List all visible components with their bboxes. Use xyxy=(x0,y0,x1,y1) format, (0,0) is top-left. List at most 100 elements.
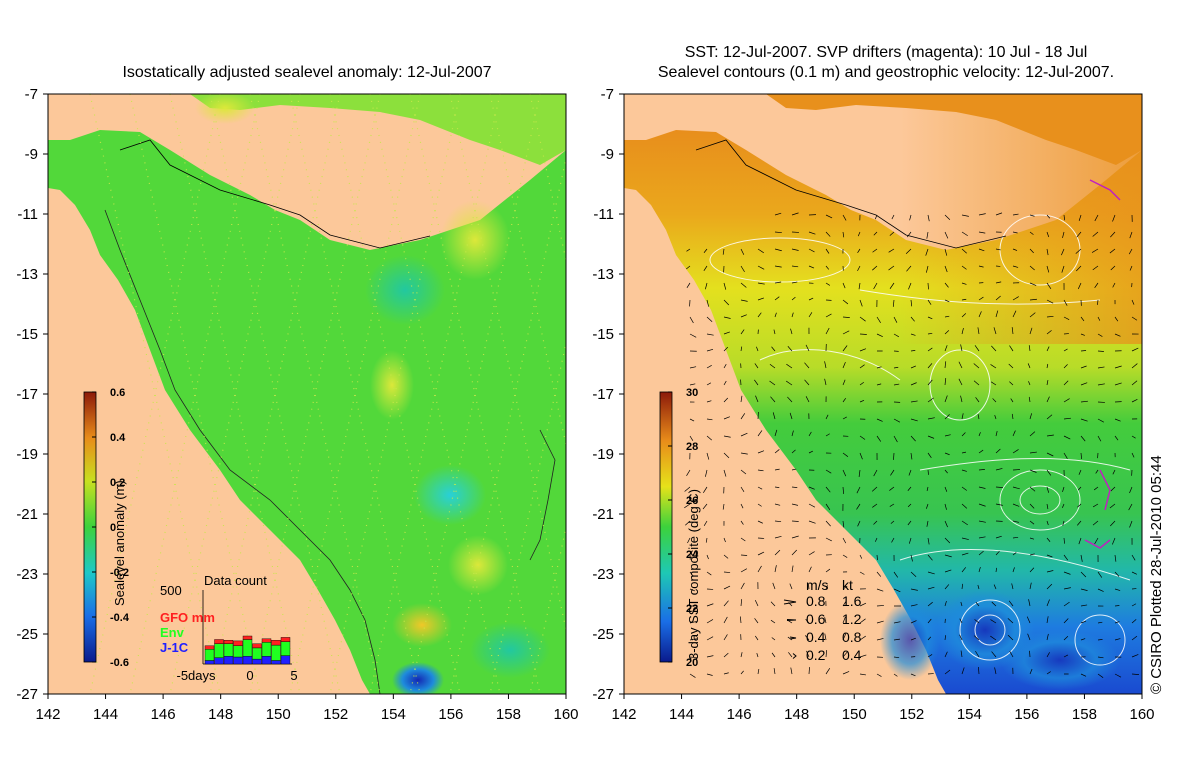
velocity-arrow xyxy=(1097,383,1105,386)
colorbar-tick-label: 0.4 xyxy=(110,432,126,444)
velocity-arrow xyxy=(824,378,827,386)
velocity-arrow xyxy=(706,673,713,676)
velocity-arrow xyxy=(961,248,967,254)
velocity-arrow xyxy=(857,231,861,237)
velocity-arrow xyxy=(787,396,793,403)
velocity-arrow xyxy=(876,571,882,577)
velocity-arrow xyxy=(740,346,743,352)
velocity-arrow xyxy=(890,469,895,476)
sst-cool-eddy xyxy=(1000,630,1120,690)
velocity-arrow xyxy=(687,537,691,544)
velocity-arrow xyxy=(1112,469,1116,475)
velocity-arrow xyxy=(859,348,867,352)
ground-track xyxy=(369,94,501,694)
velocity-arrow xyxy=(990,635,997,641)
lat-tick-label: -7 xyxy=(601,86,614,103)
velocity-arrow xyxy=(757,565,762,573)
velocity-legend-kt: 1.2 xyxy=(842,611,862,627)
velocity-arrow xyxy=(1114,673,1122,678)
velocity-arrow xyxy=(842,486,844,494)
data-count-max: 500 xyxy=(160,583,182,598)
velocity-arrow xyxy=(973,635,980,641)
velocity-arrow xyxy=(876,605,884,607)
right-map-title-line1: SST: 12-Jul-2007. SVP drifters (magenta)… xyxy=(684,44,1088,61)
velocity-arrow xyxy=(684,486,691,492)
velocity-arrow xyxy=(906,265,912,272)
velocity-arrow xyxy=(723,452,730,459)
velocity-arrow xyxy=(723,346,729,352)
velocity-arrow xyxy=(1046,520,1049,526)
velocity-arrow xyxy=(990,619,997,624)
velocity-arrow xyxy=(1129,265,1133,271)
lon-tick-label: 152 xyxy=(323,706,348,723)
velocity-arrow xyxy=(910,365,917,369)
velocity-arrow xyxy=(1046,671,1051,675)
velocity-arrow xyxy=(1029,282,1037,286)
velocity-arrow xyxy=(1077,520,1082,526)
velocity-arrow xyxy=(944,378,947,386)
velocity-arrow xyxy=(893,656,900,659)
velocity-arrow xyxy=(791,565,794,573)
data-count-bar-segment xyxy=(214,657,224,665)
sealevel-anomaly-map xyxy=(48,94,566,694)
velocity-arrow xyxy=(1063,618,1069,624)
velocity-arrow xyxy=(791,248,799,251)
velocity-arrow xyxy=(908,537,912,544)
velocity-arrow xyxy=(757,551,765,556)
velocity-arrow xyxy=(842,330,850,335)
lon-tick-label: 148 xyxy=(208,706,233,723)
lat-tick-label: -19 xyxy=(16,446,38,463)
velocity-arrow xyxy=(757,282,765,285)
velocity-arrow xyxy=(893,418,901,423)
velocity-arrow xyxy=(1131,399,1138,403)
data-count-bar-segment xyxy=(280,637,291,642)
velocity-arrow xyxy=(876,673,882,677)
velocity-arrow xyxy=(891,537,895,543)
velocity-arrow xyxy=(774,281,782,284)
lat-tick-label: -23 xyxy=(592,566,614,583)
velocity-arrow xyxy=(889,503,895,507)
data-count-bar-segment xyxy=(242,639,253,657)
right-longitude-axis: 142 144 146 148 150 152 154 156 158 160 xyxy=(611,694,1155,723)
velocity-arrow xyxy=(791,503,799,506)
velocity-arrow xyxy=(740,486,745,492)
velocity-arrow xyxy=(706,349,714,352)
velocity-arrow xyxy=(808,667,810,675)
lat-tick-label: -15 xyxy=(16,326,38,343)
velocity-arrow xyxy=(1080,620,1087,624)
velocity-arrow xyxy=(774,212,782,216)
velocity-arrow xyxy=(723,554,729,559)
velocity-arrow xyxy=(1029,265,1035,271)
velocity-arrow xyxy=(723,363,727,369)
velocity-arrow xyxy=(1080,638,1086,641)
velocity-arrow xyxy=(790,328,793,335)
velocity-arrow xyxy=(774,429,778,437)
velocity-arrow xyxy=(973,380,980,386)
velocity-arrow xyxy=(1012,296,1019,301)
velocity-legend-ms: 0.4 xyxy=(806,629,826,645)
velocity-arrow xyxy=(754,363,759,369)
velocity-arrow xyxy=(689,418,695,422)
velocity-arrow xyxy=(994,415,997,420)
velocity-arrow xyxy=(888,248,895,253)
velocity-arrow xyxy=(978,536,986,539)
data-count-legend-item: Env xyxy=(160,625,185,640)
velocity-arrow xyxy=(1012,310,1017,318)
velocity-arrow xyxy=(944,345,948,352)
altimeter-ground-tracks xyxy=(89,94,566,694)
velocity-arrow xyxy=(1012,567,1015,573)
velocity-arrow xyxy=(1114,435,1119,441)
velocity-arrow xyxy=(994,667,997,675)
velocity-arrow xyxy=(754,618,759,624)
velocity-arrow xyxy=(689,435,694,441)
velocity-arrow xyxy=(927,571,935,575)
velocity-arrow xyxy=(991,601,997,607)
lon-tick-label: 150 xyxy=(842,706,867,723)
ground-track xyxy=(249,94,381,694)
lon-tick-label: 152 xyxy=(899,706,924,723)
velocity-arrow xyxy=(808,450,814,454)
velocity-arrow xyxy=(1046,214,1051,219)
velocity-arrow xyxy=(770,396,776,403)
velocity-arrow xyxy=(703,520,708,527)
velocity-arrow xyxy=(856,486,861,494)
